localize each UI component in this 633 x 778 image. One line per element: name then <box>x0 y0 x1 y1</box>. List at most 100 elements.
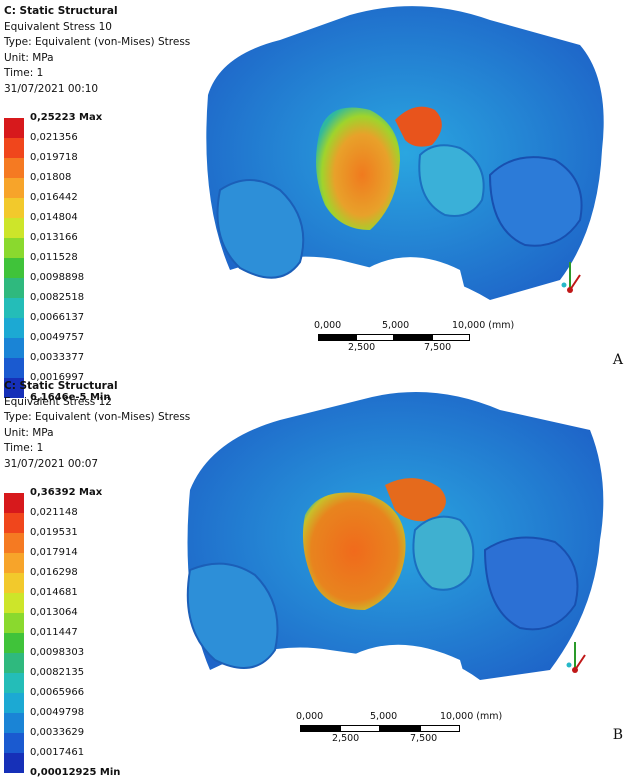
legend-value: 0,36392 Max <box>30 487 103 498</box>
legend-swatch <box>4 493 24 513</box>
legend-swatch <box>4 218 24 238</box>
scale-tick-7500: 7,500 <box>424 342 452 353</box>
result-name: Equivalent Stress 12 <box>4 395 112 408</box>
legend-min-value: 0,00012925 Min <box>30 767 121 778</box>
scale-tick-7500: 7,500 <box>410 733 438 744</box>
legend-swatch <box>4 513 24 533</box>
legend-swatch <box>4 593 24 613</box>
max-stress-spot <box>395 106 442 147</box>
legend-value: 0,01808 <box>30 172 72 183</box>
right-cavity <box>488 156 583 247</box>
result-header: C: Static Structural Equivalent Stress 1… <box>4 4 190 97</box>
legend-value: 0,019718 <box>30 152 78 163</box>
scale-tick-2500: 2,500 <box>348 342 376 353</box>
scale-tick-10: 10,000 (mm) <box>440 711 503 722</box>
legend-swatch <box>4 118 24 138</box>
scale-tick-0: 0,000 <box>296 711 324 722</box>
legend-swatch <box>4 633 24 653</box>
legend-min-value: 6,1646e-5 Min <box>30 392 111 403</box>
legend-value: 0,0033629 <box>30 727 85 738</box>
panel-label: B <box>612 727 623 743</box>
middle-cavity <box>412 515 475 591</box>
legend-value: 0,011447 <box>30 627 78 638</box>
legend-swatch <box>4 713 24 733</box>
legend-swatch <box>4 693 24 713</box>
legend-swatch <box>4 298 24 318</box>
result-unit: Unit: MPa <box>4 51 54 64</box>
stress-contour-model <box>206 6 604 310</box>
legend-value: 0,0098898 <box>30 272 85 283</box>
result-header: C: Static Structural Equivalent Stress 1… <box>4 379 190 472</box>
panel-label: A <box>612 352 623 368</box>
axis-triad <box>566 642 586 673</box>
result-date: 31/07/2021 00:10 <box>4 82 99 95</box>
legend-value: 0,0049757 <box>30 332 85 343</box>
legend-value: 0,013166 <box>30 232 78 243</box>
stress-contour-model <box>186 392 604 690</box>
legend-swatch <box>4 753 24 773</box>
right-cavity <box>483 536 579 631</box>
scale-tick-10: 10,000 (mm) <box>452 320 515 331</box>
legend-swatch <box>4 238 24 258</box>
scale-tick-0: 0,000 <box>314 320 342 331</box>
model-cutout <box>340 257 470 310</box>
result-time: Time: 1 <box>4 442 44 454</box>
legend-swatch <box>4 138 24 158</box>
result-type: Type: Equivalent (von-Mises) Stress <box>4 411 191 423</box>
legend-value: 0,0066137 <box>30 312 85 323</box>
legend-value: 0,0016997 <box>30 372 85 383</box>
legend-value: 0,017914 <box>30 547 78 558</box>
panel-b: C: Static Structural Equivalent Stress 1… <box>0 375 633 778</box>
legend-swatch <box>4 278 24 298</box>
legend-swatch <box>4 573 24 593</box>
left-cavity <box>186 562 279 669</box>
analysis-title: C: Static Structural <box>4 5 118 17</box>
legend-value: 0,014804 <box>30 212 78 223</box>
axis-triad <box>561 262 581 293</box>
legend-swatch <box>4 733 24 753</box>
legend-swatch <box>4 178 24 198</box>
legend-swatch <box>4 673 24 693</box>
legend-value: 0,016298 <box>30 567 78 578</box>
scale-bar: 0,000 5,000 10,000 (mm) 2,500 7,500 <box>296 711 502 751</box>
legend-value: 0,0065966 <box>30 687 85 698</box>
legend-value: 0,0098303 <box>30 647 85 658</box>
legend-value: 0,0049798 <box>30 707 85 718</box>
result-name: Equivalent Stress 10 <box>4 20 112 33</box>
model-cutout <box>322 644 469 690</box>
legend-value: 0,021356 <box>30 132 78 143</box>
scale-tick-5: 5,000 <box>382 320 410 331</box>
left-cavity <box>216 179 305 279</box>
result-unit: Unit: MPa <box>4 426 54 439</box>
high-stress-region <box>316 107 400 230</box>
max-stress-spot <box>385 478 446 522</box>
legend-swatch <box>4 553 24 573</box>
legend-swatch <box>4 358 24 378</box>
legend-swatch <box>4 653 24 673</box>
scale-bar: 0,000 5,000 10,000 (mm) 2,500 7,500 <box>314 320 514 360</box>
legend-value: 0,0082518 <box>30 292 85 303</box>
legend-swatch <box>4 198 24 218</box>
legend-value: 0,25223 Max <box>30 112 103 123</box>
legend-value: 0,0082135 <box>30 667 85 678</box>
legend-swatch <box>4 613 24 633</box>
legend-value: 0,0033377 <box>30 352 85 363</box>
legend-value: 0,0017461 <box>30 747 85 758</box>
legend-value: 0,011528 <box>30 252 78 263</box>
middle-cavity <box>418 144 485 217</box>
legend-value: 0,014681 <box>30 587 78 598</box>
legend-swatch <box>4 258 24 278</box>
scale-tick-5: 5,000 <box>370 711 398 722</box>
legend-value: 0,019531 <box>30 527 78 538</box>
result-time: Time: 1 <box>4 67 44 79</box>
legend-swatch <box>4 338 24 358</box>
legend-swatch <box>4 533 24 553</box>
analysis-title: C: Static Structural <box>4 380 118 392</box>
legend-value: 0,021148 <box>30 507 78 518</box>
legend-value: 0,016442 <box>30 192 78 203</box>
high-stress-region <box>302 492 406 610</box>
legend-swatch <box>4 158 24 178</box>
legend-value: 0,013064 <box>30 607 78 618</box>
panel-a: C: Static Structural Equivalent Stress 1… <box>0 0 633 403</box>
legend-swatch <box>4 318 24 338</box>
